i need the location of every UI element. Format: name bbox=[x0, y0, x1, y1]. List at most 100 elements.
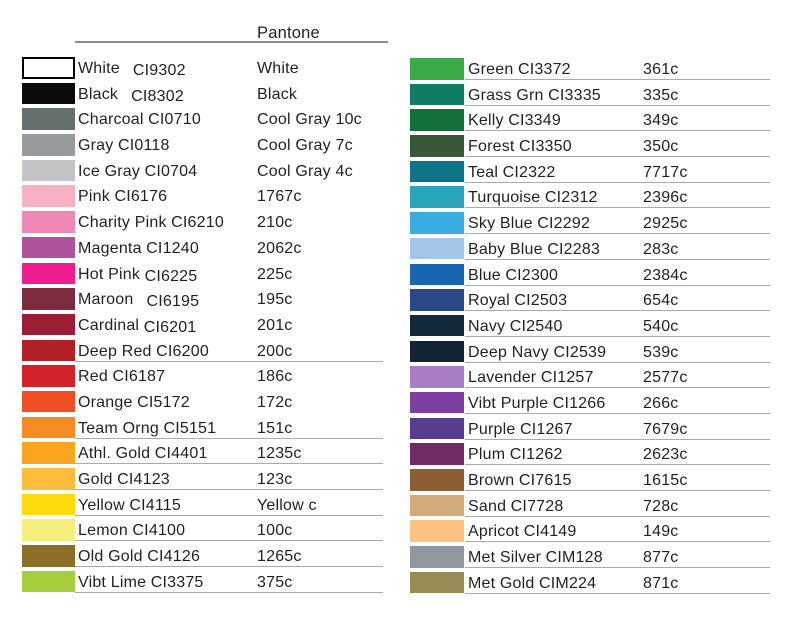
pantone-value: 266c bbox=[643, 394, 679, 412]
pantone-value: 2925c bbox=[643, 215, 688, 233]
pantone-value: 871c bbox=[643, 574, 679, 592]
pantone-value: Cool Gray 4c bbox=[257, 162, 353, 180]
color-row: Hot Pink CI6225 225c bbox=[22, 262, 383, 289]
row-divider bbox=[465, 541, 770, 543]
ci-code: CI1257 bbox=[540, 369, 594, 387]
pantone-value: 2577c bbox=[643, 369, 688, 387]
color-row: Old Gold CI4126 1265c bbox=[22, 545, 383, 571]
row-divider bbox=[75, 591, 383, 593]
color-swatch bbox=[410, 520, 464, 542]
row-divider bbox=[465, 79, 770, 80]
pantone-value: 1767c bbox=[257, 188, 302, 206]
color-label: Maroon CI6195 bbox=[78, 290, 199, 310]
pantone-value: 2396c bbox=[643, 189, 688, 207]
pantone-value: 7679c bbox=[643, 420, 688, 438]
row-divider bbox=[75, 489, 383, 490]
color-name: Baby Blue bbox=[468, 240, 543, 258]
color-row: Forest CI3350 350c bbox=[410, 135, 770, 161]
ci-code: CI6225 bbox=[144, 267, 198, 285]
color-label: Vibt Lime CI3375 bbox=[78, 573, 204, 592]
color-swatch bbox=[22, 82, 75, 105]
color-swatch bbox=[410, 237, 464, 260]
color-label: Gold CI4123 bbox=[78, 470, 170, 489]
color-name: Sky Blue bbox=[468, 215, 533, 233]
color-row: Charity Pink CI6210 210c bbox=[22, 211, 383, 237]
color-swatch bbox=[22, 108, 75, 130]
color-row: Maroon CI6195 195c bbox=[22, 288, 383, 314]
color-label: Green CI3372 bbox=[468, 60, 571, 79]
color-swatch bbox=[410, 289, 464, 311]
ci-code: CI4100 bbox=[132, 522, 186, 540]
color-name: White bbox=[78, 60, 120, 77]
color-row: Green CI3372 361c bbox=[410, 58, 770, 84]
ci-code: CI3372 bbox=[517, 61, 571, 78]
color-label: Charcoal CI0710 bbox=[78, 110, 201, 129]
pantone-column-header: Pantone bbox=[257, 24, 320, 42]
pantone-value: 195c bbox=[257, 291, 293, 309]
color-swatch bbox=[22, 262, 75, 284]
color-name: Gold bbox=[78, 471, 113, 488]
ci-code: CI2292 bbox=[537, 215, 591, 233]
ci-code: CI8302 bbox=[131, 87, 184, 105]
color-row: Lemon CI4100 100c bbox=[22, 519, 383, 545]
color-row: Baby Blue CI2283 283c bbox=[410, 237, 770, 264]
pantone-value: 877c bbox=[643, 549, 679, 567]
color-label: Apricot CI4149 bbox=[468, 522, 577, 541]
ci-code: CI1240 bbox=[146, 239, 199, 257]
pantone-value: 283c bbox=[643, 240, 679, 258]
pantone-value: 172c bbox=[257, 393, 293, 411]
ci-code: CI7728 bbox=[510, 497, 564, 515]
pantone-value: 225c bbox=[257, 265, 293, 283]
color-row: Plum CI1262 2623c bbox=[410, 443, 770, 469]
color-row: Pink CI6176 1767c bbox=[22, 185, 383, 211]
pantone-value: 654c bbox=[643, 292, 679, 310]
color-row: Athl. Gold CI4401 1235c bbox=[22, 442, 383, 468]
row-divider bbox=[75, 437, 383, 439]
color-swatch bbox=[410, 160, 464, 183]
color-row: Vibt Purple CI1266 266c bbox=[410, 391, 770, 418]
color-label: Vibt Purple CI1266 bbox=[468, 394, 605, 413]
ci-code: CI4123 bbox=[117, 471, 170, 488]
color-swatch bbox=[22, 134, 75, 156]
ci-code: CI6176 bbox=[114, 188, 168, 206]
color-swatch bbox=[410, 186, 464, 208]
row-divider bbox=[465, 361, 770, 363]
ci-code: CI2540 bbox=[509, 317, 563, 335]
ci-code: CI3375 bbox=[150, 573, 204, 591]
row-divider bbox=[465, 130, 770, 132]
pantone-value: 149c bbox=[643, 523, 679, 541]
row-divider bbox=[465, 233, 770, 235]
color-name: Sand bbox=[468, 497, 507, 515]
pantone-value: 186c bbox=[257, 368, 293, 386]
color-row: Teal CI2322 7717c bbox=[410, 160, 770, 187]
color-row: Red CI6187 186c bbox=[22, 365, 383, 391]
color-name: Cardinal bbox=[78, 316, 140, 334]
pantone-value: 200c bbox=[257, 342, 293, 360]
color-row: Deep Red CI6200 200c bbox=[22, 339, 383, 366]
color-row: Sky Blue CI2292 2925c bbox=[410, 212, 770, 238]
ci-code: CI6210 bbox=[171, 214, 224, 232]
color-label: Red CI6187 bbox=[78, 367, 165, 386]
color-label: White CI9302 bbox=[78, 59, 186, 79]
color-name: Teal bbox=[468, 163, 499, 181]
pantone-value: 375c bbox=[257, 573, 293, 591]
ci-code: CI6200 bbox=[156, 342, 209, 360]
row-divider bbox=[465, 592, 770, 594]
ci-code: CI6201 bbox=[143, 318, 197, 336]
row-divider bbox=[465, 515, 770, 517]
color-swatch bbox=[22, 468, 75, 490]
color-row: Ice Gray CI0704 Cool Gray 4c bbox=[22, 159, 383, 186]
color-label: Ice Gray CI0704 bbox=[78, 162, 197, 181]
row-divider bbox=[465, 156, 770, 158]
ci-code: CI1262 bbox=[509, 446, 563, 464]
color-name: Green bbox=[468, 61, 514, 78]
color-table-right: Green CI3372 361c Grass Grn CI3335 335c Kelly C… bbox=[410, 58, 770, 597]
color-name: Kelly bbox=[468, 112, 504, 130]
ci-code: CI0118 bbox=[117, 137, 170, 155]
row-divider bbox=[465, 181, 770, 183]
color-swatch bbox=[22, 519, 75, 541]
color-swatch bbox=[410, 263, 464, 285]
ci-code: CI1266 bbox=[552, 394, 606, 412]
pantone-value: 7717c bbox=[643, 163, 688, 181]
row-divider bbox=[75, 514, 383, 516]
